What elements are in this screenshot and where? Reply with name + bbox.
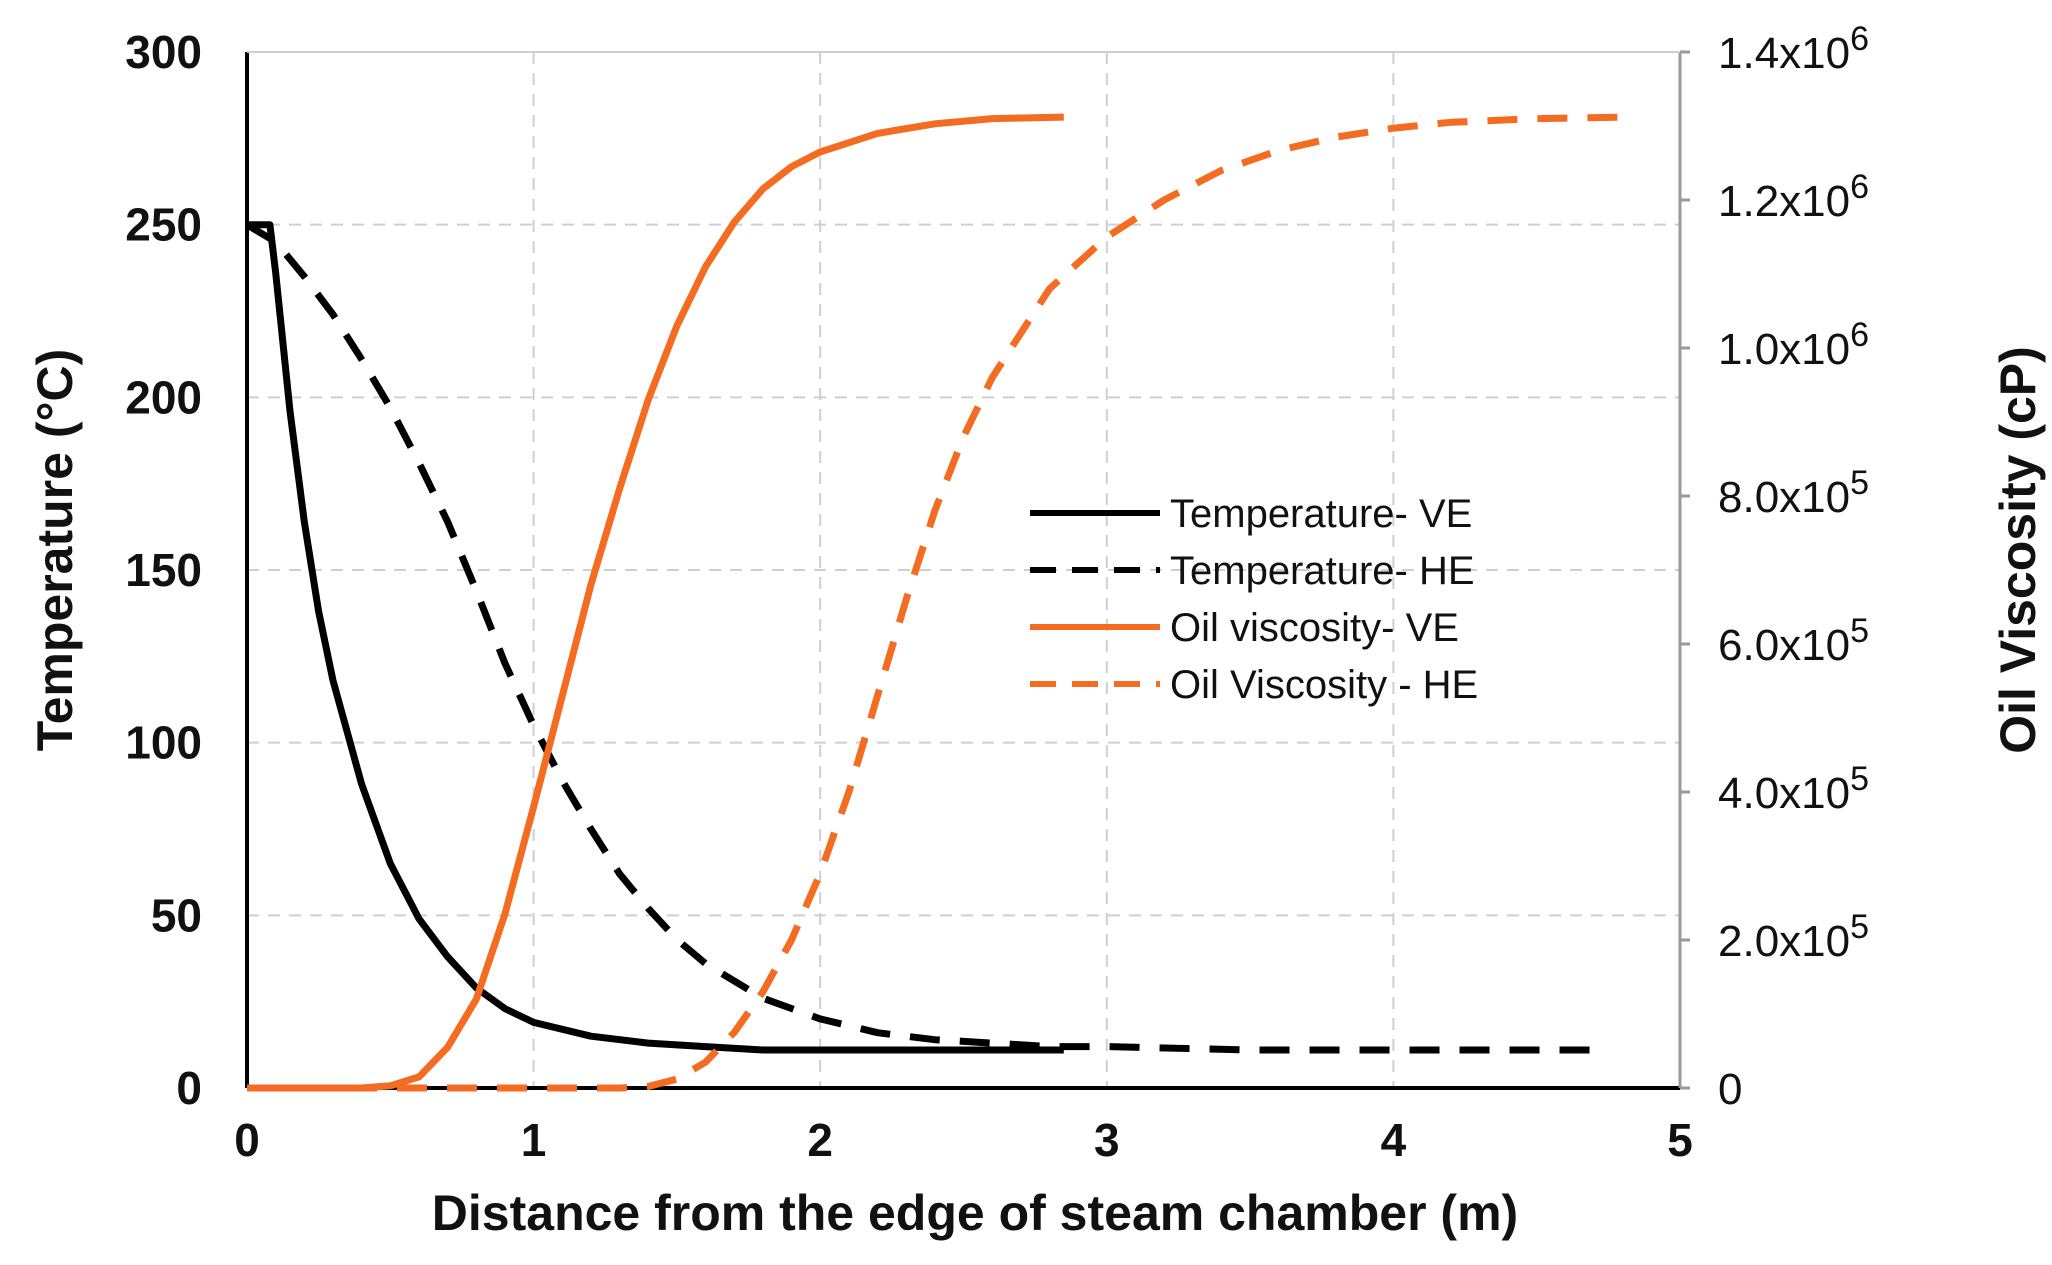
y-tick-label-100: 100	[125, 717, 202, 769]
y2-tick-label: 1.0x106	[1718, 316, 1869, 374]
y-tick-label-200: 200	[125, 371, 202, 423]
tick-labels: 0 1 2 3 4 505010015020025030002.0x1054.0x1056…	[125, 20, 1869, 1166]
x-tick-label-3: 3	[1094, 1114, 1120, 1166]
series-line-temperature-he	[245, 221, 1609, 1054]
y-tick-label-250: 250	[125, 199, 202, 251]
x-tick-label-2: 2	[807, 1114, 833, 1166]
x-tick-label-1: 1	[521, 1114, 547, 1166]
y2-tick-label: 4.0x105	[1718, 760, 1869, 818]
y-tick-label-0: 0	[176, 1062, 202, 1114]
series-line-oil-viscosity-ve	[247, 113, 1064, 1092]
x-axis-title: Distance from the edge of steam chamber …	[432, 1185, 1518, 1241]
y2-tick-label: 2.0x105	[1718, 908, 1869, 966]
y2-tick-label: 8.0x105	[1718, 464, 1869, 522]
y2-tick-label: 0	[1718, 1065, 1742, 1114]
legend-label-temperature-ve: Temperature- VE	[1170, 492, 1472, 536]
series-line-oil-viscosity-he	[247, 113, 1623, 1092]
y-tick-label-150: 150	[125, 544, 202, 596]
legend: Temperature- VE Temperature- HE Oil visc…	[1030, 492, 1478, 707]
y-tick-label-300: 300	[125, 26, 202, 78]
gridlines	[247, 52, 1680, 1088]
x-tick-label-0: 0	[234, 1114, 260, 1166]
y2-tick-label: 1.2x106	[1718, 168, 1869, 226]
y2-axis-title: Oil Viscosity (cP)	[1990, 346, 2046, 754]
y2-tick-label: 1.4x106	[1718, 20, 1869, 78]
y-tick-label-50: 50	[151, 889, 202, 941]
series-line-temperature-ve	[247, 221, 1064, 1054]
y-axis-title: Temperature (°C)	[27, 349, 83, 751]
legend-label-temperature-he: Temperature- HE	[1170, 549, 1475, 593]
x-tick-label-5: 5	[1667, 1114, 1693, 1166]
x-tick-label-4: 4	[1381, 1114, 1407, 1166]
series-group	[245, 113, 1623, 1092]
y2-tick-label: 6.0x105	[1718, 612, 1869, 670]
axes	[245, 50, 1690, 1090]
legend-label-oil-viscosity-ve: Oil viscosity- VE	[1170, 606, 1459, 650]
legend-label-oil-viscosity-he: Oil Viscosity - HE	[1170, 663, 1478, 707]
